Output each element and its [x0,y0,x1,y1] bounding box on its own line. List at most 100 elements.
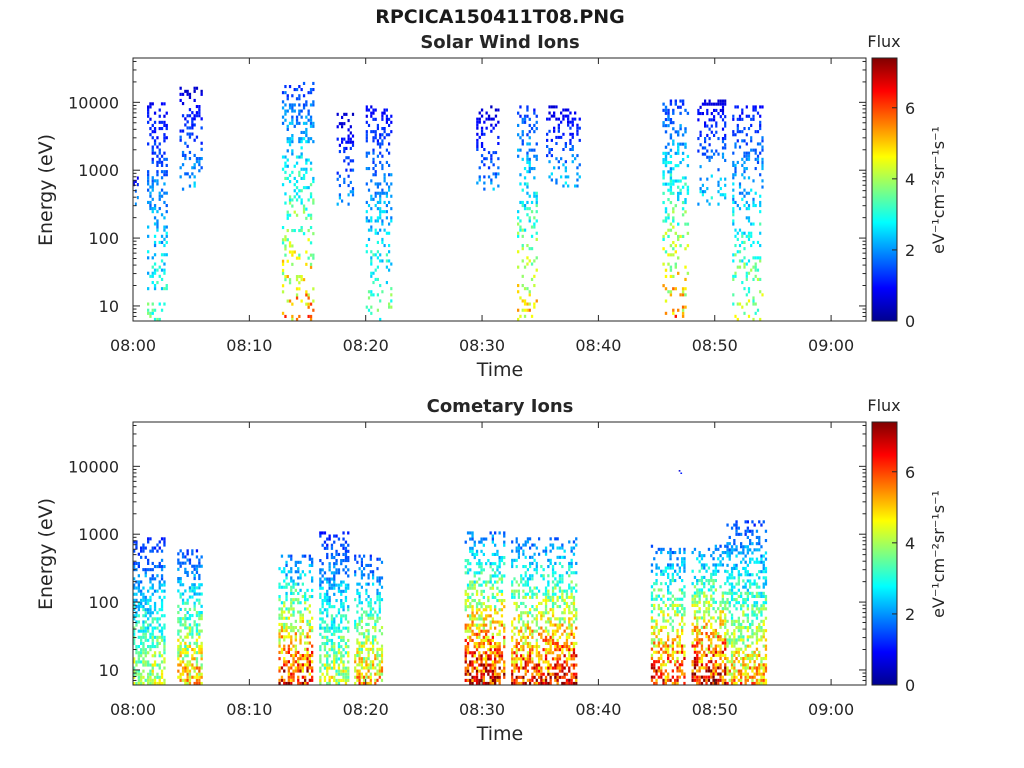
flux-cell [683,569,686,573]
flux-cell [530,200,534,204]
flux-cell [473,586,476,590]
flux-cell [184,589,187,593]
flux-cell [529,608,532,612]
flux-cell [669,121,673,125]
flux-cell [293,183,296,187]
flux-cell [137,608,140,612]
flux-cell [714,610,717,614]
flux-cell [724,632,727,636]
flux-cell [160,163,164,167]
flux-cell [572,620,576,624]
flux-cell [292,660,295,664]
flux-cell [572,540,576,544]
flux-cell [714,672,717,676]
flux-cell [181,114,185,118]
flux-cell [743,247,746,251]
flux-cell [385,120,388,124]
flux-cell [466,651,470,655]
flux-cell [696,625,699,629]
flux-cell [363,573,366,577]
flux-cell [198,564,201,568]
flux-cell [309,121,313,125]
flux-cell [365,130,368,134]
flux-cell [517,589,520,593]
flux-cell [305,293,308,297]
flux-cell [669,173,673,177]
flux-cell [660,625,663,629]
flux-cell [337,645,341,649]
flux-cell [379,200,382,204]
flux-cell [144,611,147,615]
flux-cell [721,619,724,623]
flux-cell [330,648,334,652]
flux-cell [301,582,304,586]
figure-title: RPCICA150411T08.PNG [375,6,625,28]
flux-cell [478,178,481,182]
flux-cell [358,619,361,623]
flux-cell [338,193,341,197]
flux-cell [669,191,673,195]
flux-cell [309,183,313,187]
flux-cell [193,114,196,118]
flux-cell [293,164,296,168]
flux-cell [298,140,301,144]
flux-cell [511,651,514,655]
flux-cell [378,604,381,608]
flux-cell [326,629,329,633]
flux-cell [195,135,199,139]
flux-cell [691,632,694,636]
flux-cell [323,592,327,596]
flux-cell [179,607,182,611]
flux-cell [380,660,384,664]
flux-cell [372,607,375,611]
flux-cell [660,638,663,642]
flux-cell [650,544,654,548]
flux-cell [340,669,343,673]
flux-cell [683,675,686,679]
flux-cell [330,583,334,587]
flux-cell [721,641,724,645]
flux-cell [471,660,474,664]
flux-cell [535,256,538,260]
flux-cell [328,602,331,606]
flux-cell [531,589,534,593]
flux-cell [681,669,684,673]
flux-cell [370,293,373,297]
flux-cell [184,644,187,648]
flux-cell [549,663,552,667]
flux-cell [340,580,343,584]
flux-cell [549,638,552,642]
flux-cell [522,654,525,658]
flux-cell [503,663,506,667]
flux-cell [358,644,361,648]
flux-cell [133,601,136,605]
flux-cell [533,154,536,158]
flux-cell [691,582,694,586]
flux-cell [191,172,194,176]
flux-cell [678,569,681,573]
flux-cell [135,681,138,685]
flux-cell [529,681,532,685]
flux-cell [294,669,297,673]
flux-cell [664,299,668,303]
flux-cell [137,669,140,673]
flux-cell [707,644,711,648]
flux-cell [278,585,281,589]
flux-cell [698,656,701,660]
flux-cell [365,136,368,140]
flux-cell [547,669,550,673]
flux-cell [341,122,344,126]
flux-cell [365,305,368,309]
flux-cell [376,240,379,244]
flux-cell [705,600,708,604]
flux-cell [476,145,479,148]
flux-cell [287,635,290,639]
flux-cell [707,582,711,586]
flux-cell [714,644,717,648]
flux-cell [756,160,760,164]
flux-cell [374,253,377,257]
flux-cell [478,135,481,139]
flux-cell [535,663,538,667]
flux-cell [681,142,685,146]
flux-cell [761,160,764,164]
